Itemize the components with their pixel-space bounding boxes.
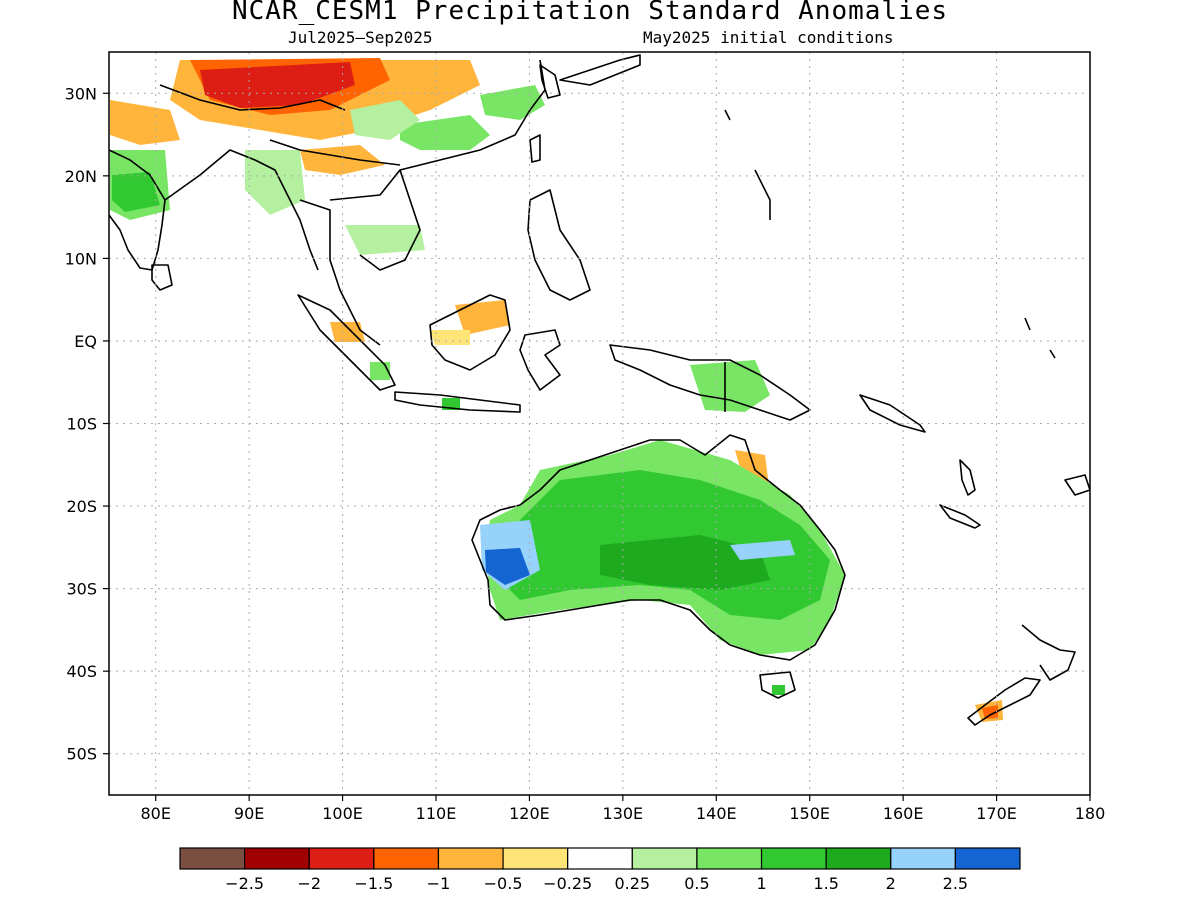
anomaly-region-dry	[455, 300, 510, 335]
longitude-tick-label: 120E	[509, 804, 550, 823]
coastline-fiji	[1064, 474, 1090, 496]
coastline-indochina-east	[329, 169, 421, 271]
latitude-tick-label: 50S	[66, 745, 97, 764]
coastline-new-caledonia	[939, 504, 981, 529]
coastline-vanuatu	[959, 459, 976, 496]
coastline-sri-lanka	[151, 264, 173, 291]
colorbar-label: −1	[427, 874, 451, 893]
map-plot-area	[109, 54, 1090, 726]
colorbar-swatch	[373, 847, 440, 870]
longitude-tick-label: 180	[1075, 804, 1106, 823]
forecast-period: Jul2025–Sep2025	[288, 28, 433, 47]
colorbar-label: 2.5	[943, 874, 968, 893]
anomaly-region-wet	[485, 548, 530, 585]
colorbar-swatch	[631, 847, 698, 870]
longitude-tick-label: 90E	[234, 804, 264, 823]
longitude-tick-label: 130E	[603, 804, 644, 823]
latitude-tick-label: 20N	[65, 167, 97, 186]
longitude-tick-label: 100E	[322, 804, 363, 823]
colorbar-label: −0.25	[543, 874, 592, 893]
colorbar-label: 0.5	[684, 874, 709, 893]
anomaly-region-wet	[345, 225, 425, 255]
longitude-tick-label: 140E	[696, 804, 737, 823]
anomaly-shading	[110, 58, 1003, 722]
coastlines	[109, 54, 1090, 726]
coastline-sumatra	[297, 294, 396, 391]
colorbar: −2.5 −2 −1.5 −1 −0.5 −0.25 0.25 0.5 1 1.5 2 2.5	[179, 847, 1021, 893]
anomaly-region-wet	[600, 535, 770, 590]
latitude-tick-label: 20S	[66, 497, 97, 516]
anomaly-region-wet	[112, 172, 160, 212]
longitude-tick-label: 80E	[140, 804, 170, 823]
map-title: NCAR_CESM1 Precipitation Standard Anomal…	[231, 0, 949, 26]
coastline-new-zealand-south	[967, 677, 1041, 726]
colorbar-swatch	[179, 847, 246, 870]
colorbar-swatch	[308, 847, 375, 870]
coastline-japan	[559, 54, 641, 86]
anomaly-region-wet	[690, 360, 770, 412]
coastline-australia	[471, 434, 846, 661]
colorbar-swatch	[502, 847, 569, 870]
latitude-tick-label: 30N	[65, 84, 97, 103]
coastline-tasmania	[759, 671, 796, 699]
coastline-indochina	[299, 199, 381, 346]
colorbar-label: 2	[886, 874, 896, 893]
latitude-tick-label: EQ	[74, 332, 97, 351]
colorbar-label: 1.5	[813, 874, 838, 893]
gridlines	[109, 52, 1090, 795]
colorbar-swatch	[760, 847, 827, 870]
latitude-tick-label: 10N	[65, 249, 97, 268]
colorbar-swatch	[437, 847, 504, 870]
latitude-tick-label: 30S	[66, 580, 97, 599]
border-himalaya	[159, 84, 346, 111]
longitude-labels: 80E 90E 100E 110E 120E 130E 140E 150E 160E 170E 18…	[140, 795, 1105, 823]
anomaly-region-wet	[772, 685, 785, 695]
colorbar-label: −0.5	[484, 874, 523, 893]
initial-conditions: May2025 initial conditions	[643, 28, 894, 47]
colorbar-label: −1.5	[354, 874, 393, 893]
colorbar-swatch	[244, 847, 310, 870]
colorbar-label: −2.5	[225, 874, 264, 893]
coastline-new-guinea	[609, 344, 811, 421]
coastline-taiwan	[529, 134, 541, 163]
anomaly-region-dry	[300, 145, 385, 175]
colorbar-swatch	[825, 847, 892, 870]
colorbar-label: 1	[756, 874, 766, 893]
latitude-tick-label: 40S	[66, 662, 97, 681]
colorbar-swatch	[890, 847, 956, 870]
coastline-solomon	[859, 394, 926, 433]
coastline-india	[109, 149, 166, 271]
anomaly-region-wet	[730, 540, 795, 560]
longitude-tick-label: 150E	[789, 804, 830, 823]
longitude-tick-label: 160E	[883, 804, 924, 823]
anomaly-region-wet	[350, 100, 420, 140]
coastline-new-zealand-north	[1021, 624, 1076, 681]
coastline-sulawesi	[519, 329, 561, 391]
latitude-tick-label: 10S	[66, 415, 97, 434]
colorbar-swatch	[567, 847, 633, 870]
coastline-bay-bengal-north	[164, 149, 319, 271]
colorbar-swatch	[696, 847, 763, 870]
longitude-tick-label: 170E	[976, 804, 1017, 823]
anomaly-region-dry	[200, 62, 355, 108]
coastline-borneo	[429, 294, 511, 371]
colorbar-label: 0.25	[614, 874, 650, 893]
colorbar-label: −2	[297, 874, 321, 893]
anomaly-region-wet	[400, 115, 490, 150]
coastline-islands-pacific	[724, 109, 1056, 359]
anomaly-region-wet	[370, 362, 390, 380]
anomaly-region-dry	[110, 100, 180, 145]
colorbar-swatch	[954, 847, 1021, 870]
longitude-tick-label: 110E	[416, 804, 457, 823]
coastline-philippines	[527, 189, 591, 301]
latitude-labels: 30N 20N 10N EQ 10S 20S 30S 40S 50S	[65, 84, 109, 764]
coastline-java	[394, 391, 521, 413]
anomaly-region-dry	[982, 705, 998, 719]
border-china-south	[269, 139, 401, 166]
coastline-korea	[539, 64, 561, 99]
